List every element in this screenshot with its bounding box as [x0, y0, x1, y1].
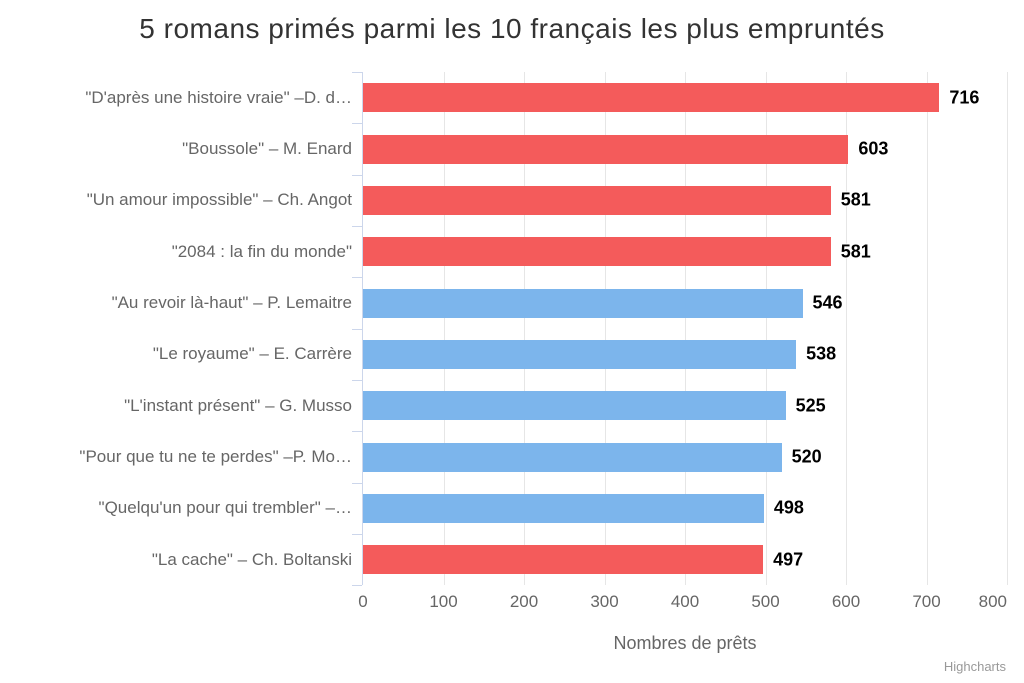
category-label: "Au revoir là-haut" – P. Lemaitre	[111, 293, 352, 313]
category-label: "Quelqu'un pour qui trembler" –…	[98, 498, 352, 518]
bar[interactable]	[363, 237, 831, 267]
gridline	[443, 72, 445, 586]
category-axis-tick	[352, 380, 362, 382]
category-axis-tick	[352, 585, 362, 587]
gridline	[1007, 72, 1008, 586]
x-axis-tick-label: 0	[358, 592, 368, 611]
data-label: 525	[795, 395, 826, 416]
data-label: 538	[806, 343, 837, 364]
x-axis-tick-label: 600	[831, 592, 861, 611]
bar[interactable]	[363, 545, 764, 575]
bar[interactable]	[363, 442, 782, 472]
gridline	[604, 72, 606, 586]
data-label: 581	[840, 189, 871, 210]
chart-title: 5 romans primés parmi les 10 français le…	[139, 13, 885, 44]
x-axis-tick-label: 200	[509, 592, 539, 611]
category-axis-tick	[352, 72, 362, 73]
category-label: "Pour que tu ne te perdes" –P. Mo…	[79, 447, 352, 467]
data-label: 581	[840, 241, 871, 262]
x-axis-title: Nombres de prêts	[613, 633, 757, 653]
x-axis-tick-label: 100	[429, 592, 458, 611]
data-label: 716	[949, 87, 980, 108]
gridline	[765, 72, 767, 586]
data-label: 520	[791, 446, 822, 467]
category-label: "D'après une histoire vraie" –D. d…	[85, 87, 352, 107]
category-label: "Un amour impossible" – Ch. Angot	[86, 190, 352, 210]
category-label: "Le royaume" – E. Carrère	[152, 344, 352, 364]
gridline	[685, 72, 686, 586]
gridline	[926, 72, 928, 586]
category-axis-tick	[352, 534, 362, 536]
category-axis-tick	[352, 174, 362, 176]
category-axis-tick	[352, 123, 362, 125]
x-axis-tick-label: 400	[670, 592, 700, 611]
bar[interactable]	[363, 288, 803, 318]
gridline	[846, 72, 847, 586]
bar[interactable]	[363, 493, 764, 523]
bar[interactable]	[363, 391, 786, 421]
x-axis-tick-label: 300	[590, 592, 619, 611]
category-axis-tick	[352, 482, 362, 484]
data-label: 497	[773, 549, 804, 570]
bar[interactable]	[363, 185, 831, 215]
x-axis-tick-label: 500	[751, 592, 780, 611]
category-axis-line	[362, 72, 363, 586]
category-axis-tick	[352, 328, 362, 330]
category-axis-tick	[352, 431, 362, 433]
data-label: 498	[773, 497, 804, 518]
category-label: "Boussole" – M. Enard	[182, 139, 352, 158]
category-axis-tick	[352, 277, 362, 279]
bar[interactable]	[363, 134, 849, 164]
category-axis-tick	[352, 226, 362, 228]
highcharts-credits-link[interactable]: Highcharts	[943, 659, 1006, 674]
data-label: 603	[858, 138, 889, 159]
bar[interactable]	[363, 339, 797, 369]
bar[interactable]	[363, 83, 940, 113]
category-label: "L'instant présent" – G. Musso	[124, 395, 352, 415]
category-label: "2084 : la fin du monde"	[171, 241, 352, 261]
x-axis-tick-label: 700	[912, 592, 941, 611]
data-label: 546	[812, 292, 843, 313]
gridline	[524, 72, 525, 586]
x-axis-tick-label: 800	[978, 592, 1007, 611]
category-label: "La cache" – Ch. Boltanski	[151, 549, 352, 569]
